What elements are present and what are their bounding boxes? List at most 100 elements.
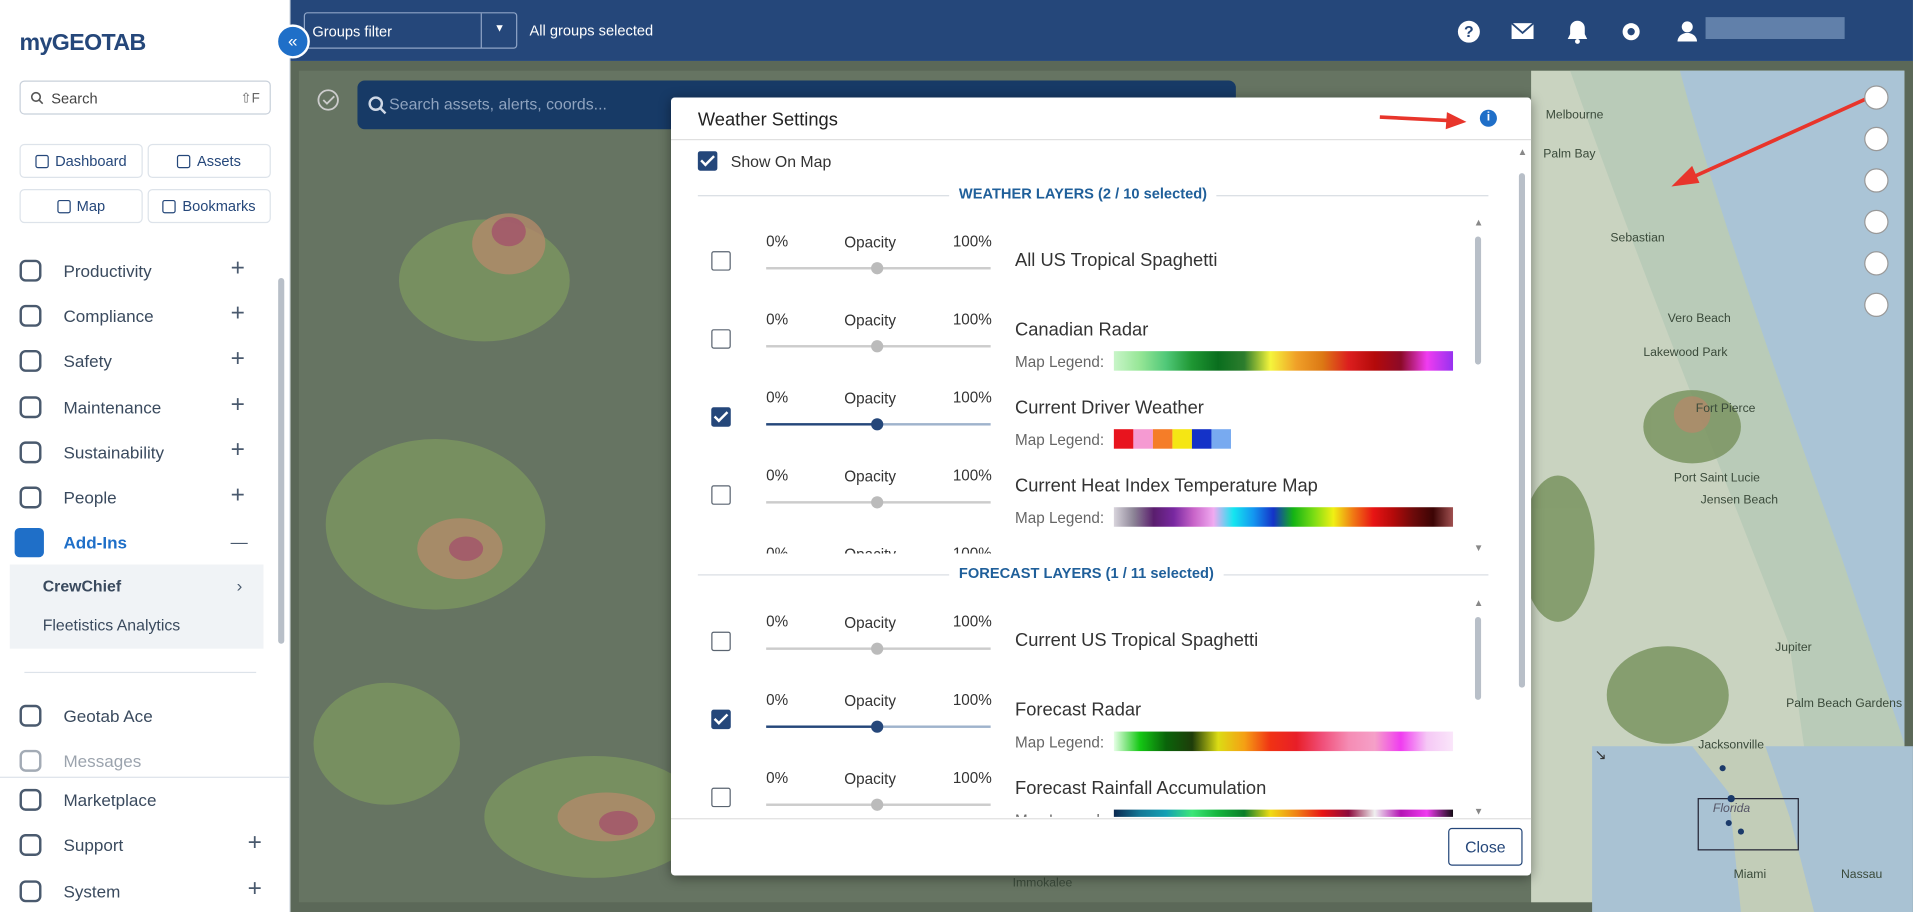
opacity-max: 100% bbox=[952, 769, 992, 787]
header-icons[interactable]: ? bbox=[1454, 17, 1845, 46]
red-arrow bbox=[1379, 112, 1467, 130]
addin-item[interactable]: Fleetistics Analytics bbox=[42, 615, 181, 635]
layer-checkbox[interactable] bbox=[711, 329, 731, 349]
sidebar: myGEOTAB Search ⇧F Dashboard Assets Map Boo… bbox=[0, 0, 291, 912]
quick-link[interactable]: Bookmarks bbox=[147, 188, 271, 224]
show-on-map-label: Show On Map bbox=[730, 152, 832, 171]
map-tool-button[interactable] bbox=[1864, 126, 1889, 152]
expand-sign: + bbox=[230, 299, 245, 327]
quick-link[interactable]: Assets bbox=[147, 143, 271, 179]
layer-name: Forecast Rainfall Accumulation bbox=[1015, 777, 1267, 799]
expand-sign: + bbox=[230, 254, 245, 282]
show-on-map-checkbox[interactable] bbox=[697, 151, 718, 171]
expand-sign: + bbox=[230, 345, 245, 372]
opacity-label: Opacity bbox=[844, 692, 896, 710]
map-label: Port Saint Lucie bbox=[1673, 471, 1760, 486]
legend-label: Map Legend: bbox=[1015, 431, 1105, 449]
legend-strip bbox=[1113, 731, 1454, 752]
map-label: Vero Beach bbox=[1667, 312, 1731, 326]
opacity-max: 100% bbox=[952, 613, 992, 631]
expand-sign: + bbox=[230, 436, 245, 464]
nav-item[interactable]: Add-Ins — bbox=[0, 524, 281, 561]
layer-checkbox[interactable] bbox=[711, 485, 731, 505]
map-tool-button[interactable] bbox=[1864, 168, 1889, 193]
nav-item[interactable]: Compliance + bbox=[0, 298, 281, 335]
layer-checkbox[interactable] bbox=[711, 709, 731, 730]
sidebar-search[interactable]: Search ⇧F bbox=[19, 80, 271, 115]
select-icon[interactable] bbox=[316, 88, 343, 115]
legend-swatch bbox=[1113, 429, 1134, 449]
nav-item[interactable]: Support + bbox=[0, 827, 281, 864]
nav-icon bbox=[19, 349, 42, 372]
nav-label: Compliance bbox=[63, 306, 154, 326]
quick-link-label: Dashboard bbox=[55, 152, 127, 170]
mini-map-toggle: ↘ bbox=[1594, 746, 1607, 764]
top-bar: Groups filter ▼ All groups selected ? bbox=[289, 0, 1913, 61]
addin-item[interactable]: CrewChief bbox=[42, 576, 122, 596]
opacity-label: Opacity bbox=[844, 546, 896, 553]
nav-item[interactable]: Safety + bbox=[0, 343, 281, 380]
layer-checkbox[interactable] bbox=[711, 787, 731, 808]
quick-link[interactable]: Map bbox=[19, 188, 143, 224]
legend-swatch bbox=[1152, 429, 1173, 449]
opacity-min: 0% bbox=[766, 613, 789, 631]
dialog-scrollbar[interactable]: ▲ bbox=[1518, 146, 1528, 811]
nav-item[interactable]: Productivity + bbox=[0, 252, 281, 289]
map-label: Palm Bay bbox=[1543, 147, 1596, 161]
opacity-min: 0% bbox=[766, 545, 789, 554]
map-tool-button[interactable] bbox=[1864, 85, 1889, 110]
quick-link[interactable]: Dashboard bbox=[19, 143, 143, 179]
slider-knob[interactable] bbox=[871, 798, 884, 811]
collapse-button[interactable]: « bbox=[275, 24, 310, 59]
layer-name: All US Tropical Spaghetti bbox=[1015, 249, 1218, 271]
legend-label: Map Legend: bbox=[1015, 509, 1105, 527]
nav-item[interactable]: Messages bbox=[0, 743, 281, 780]
legend-strip bbox=[1113, 507, 1454, 527]
slider-knob[interactable] bbox=[871, 720, 884, 733]
layer-checkbox[interactable] bbox=[711, 251, 731, 271]
close-button[interactable]: Close bbox=[1448, 827, 1523, 866]
nav-label: Maintenance bbox=[63, 397, 162, 418]
collapse-sign: — bbox=[230, 531, 248, 552]
nav-item[interactable]: System + bbox=[0, 873, 281, 910]
nav-label: People bbox=[63, 487, 117, 508]
layer-name: Canadian Radar bbox=[1015, 319, 1149, 341]
slider-knob[interactable] bbox=[871, 262, 884, 275]
map-label: Nassau bbox=[1840, 868, 1883, 882]
dialog-title: Weather Settings bbox=[697, 109, 838, 131]
layer-checkbox[interactable] bbox=[711, 631, 731, 652]
map-label: Sebastian bbox=[1610, 231, 1665, 246]
logo: myGEOTAB bbox=[19, 30, 147, 57]
map-label: Immokalee bbox=[1012, 876, 1073, 891]
quick-link-label: Map bbox=[76, 197, 106, 215]
list-scrollbar[interactable]: ▲ ▼ bbox=[1473, 217, 1484, 554]
sidebar-scrollbar[interactable] bbox=[277, 258, 286, 770]
layer-row: 0% Opacity 100% Current Driver Weather Map L… bbox=[698, 373, 1479, 451]
nav-item[interactable]: Geotab Ace bbox=[0, 697, 281, 734]
legend-label: Map Legend: bbox=[1015, 353, 1105, 371]
map-tool-button[interactable] bbox=[1864, 292, 1889, 318]
slider-knob[interactable] bbox=[871, 496, 884, 509]
weather-dialog: Weather Settings i Close ▲ Show On Map WE… bbox=[671, 97, 1532, 876]
nav-label: Sustainability bbox=[63, 442, 165, 463]
nav-item[interactable]: People + bbox=[0, 479, 281, 516]
groups-filter[interactable]: Groups filter ▼ bbox=[303, 12, 518, 49]
legend-swatch bbox=[1172, 429, 1192, 449]
list-scrollbar[interactable]: ▲ ▼ bbox=[1473, 597, 1484, 817]
slider-knob[interactable] bbox=[871, 418, 884, 431]
map-tool-button[interactable] bbox=[1864, 209, 1889, 235]
slider-knob[interactable] bbox=[871, 642, 884, 655]
nav-label: Marketplace bbox=[63, 790, 157, 810]
chevron: › bbox=[236, 575, 243, 596]
section-header: WEATHER LAYERS (2 / 10 selected) bbox=[949, 185, 1217, 203]
nav-item[interactable]: Maintenance + bbox=[0, 389, 281, 426]
nav-item[interactable]: Marketplace bbox=[0, 782, 281, 819]
nav-label: Messages bbox=[63, 751, 142, 771]
info-icon[interactable]: i bbox=[1479, 109, 1497, 127]
map-label: Palm Beach Gardens bbox=[1786, 697, 1903, 711]
layer-name: Forecast Radar bbox=[1015, 699, 1142, 721]
nav-item[interactable]: Sustainability + bbox=[0, 434, 281, 471]
layer-checkbox[interactable] bbox=[711, 407, 731, 427]
map-tool-button[interactable] bbox=[1864, 251, 1889, 276]
slider-knob[interactable] bbox=[871, 340, 884, 353]
